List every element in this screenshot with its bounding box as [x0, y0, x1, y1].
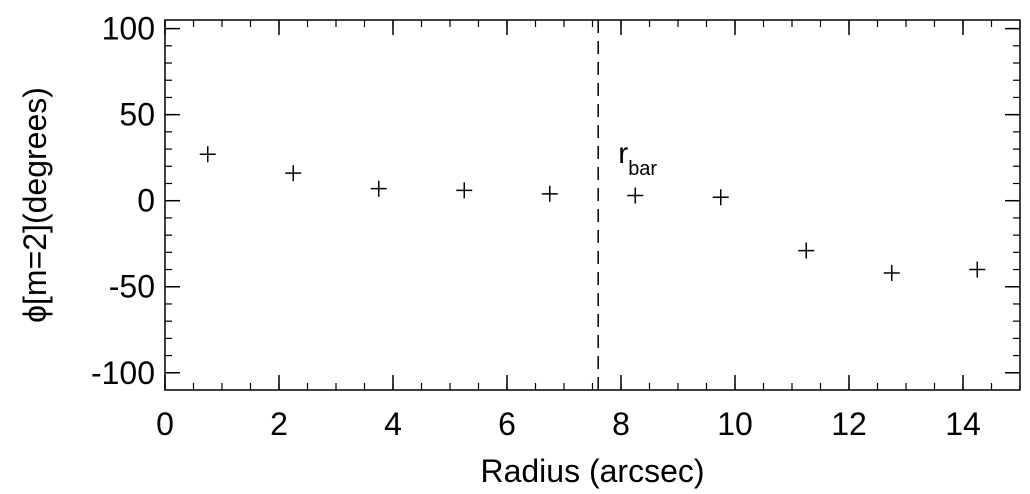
- data-point: [883, 264, 900, 281]
- data-point: [370, 180, 387, 197]
- data-point: [199, 146, 216, 163]
- y-axis-title: ϕ[m=2](degrees): [17, 87, 53, 323]
- y-tick-label: 0: [137, 183, 155, 219]
- plot-frame: [164, 19, 1021, 391]
- y-tick-label: -100: [91, 355, 155, 391]
- x-tick-label: 8: [612, 406, 630, 442]
- data-point: [285, 165, 302, 182]
- axes: 0 2 4 6 8 10 12 14 -100 -50 0 50 100: [91, 11, 1021, 442]
- data-point: [456, 182, 473, 199]
- x-tick-label: 10: [717, 406, 753, 442]
- x-tick-label: 12: [831, 406, 867, 442]
- y-tick-label: -50: [109, 269, 155, 305]
- r-bar-label: rbar: [618, 137, 657, 180]
- x-tick-label: 0: [156, 406, 174, 442]
- x-tick-label: 6: [498, 406, 516, 442]
- annotation-layer: rbar: [597, 20, 657, 390]
- axis-labels: Radius (arcsec) ϕ[m=2](degrees): [17, 87, 705, 489]
- x-tick-label: 4: [384, 406, 402, 442]
- x-axis-title: Radius (arcsec): [480, 453, 704, 489]
- data-point: [712, 189, 729, 206]
- x-tick-label: 14: [945, 406, 981, 442]
- data-points: [199, 146, 986, 281]
- data-point: [627, 187, 644, 204]
- y-tick-label: 50: [119, 97, 155, 133]
- x-tick-label: 2: [270, 406, 288, 442]
- data-point: [969, 261, 986, 278]
- data-point: [541, 185, 558, 202]
- r-bar-label-subscript: bar: [628, 158, 657, 180]
- data-point: [798, 242, 815, 259]
- y-tick-label: 100: [102, 11, 155, 47]
